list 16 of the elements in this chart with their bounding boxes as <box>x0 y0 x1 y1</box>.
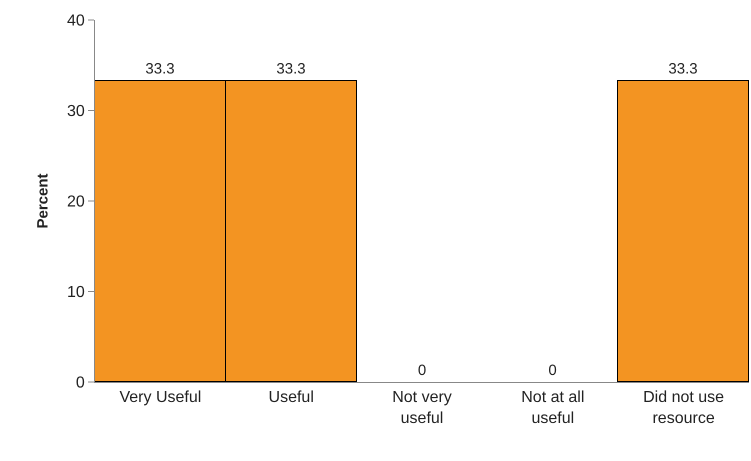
y-tick-label: 0 <box>76 374 85 392</box>
data-label: 33.3 <box>668 60 698 78</box>
data-label: 0 <box>418 362 426 379</box>
data-label: 0 <box>548 362 557 379</box>
data-label: 33.3 <box>145 60 175 78</box>
x-tick-label: Not at all useful <box>521 389 584 427</box>
x-tick-label: Not very useful <box>392 389 452 427</box>
x-tick-label: Did not use resource <box>643 389 724 427</box>
y-tick-label: 40 <box>67 12 85 30</box>
data-label: 33.3 <box>276 60 306 78</box>
x-tick-label: Useful <box>268 389 314 406</box>
y-tick-label: 20 <box>67 194 85 211</box>
y-axis-title: Percent <box>34 173 52 229</box>
y-tick-label: 30 <box>67 103 85 120</box>
y-tick-label: 10 <box>67 284 85 302</box>
x-tick-label: Very Useful <box>119 389 202 406</box>
